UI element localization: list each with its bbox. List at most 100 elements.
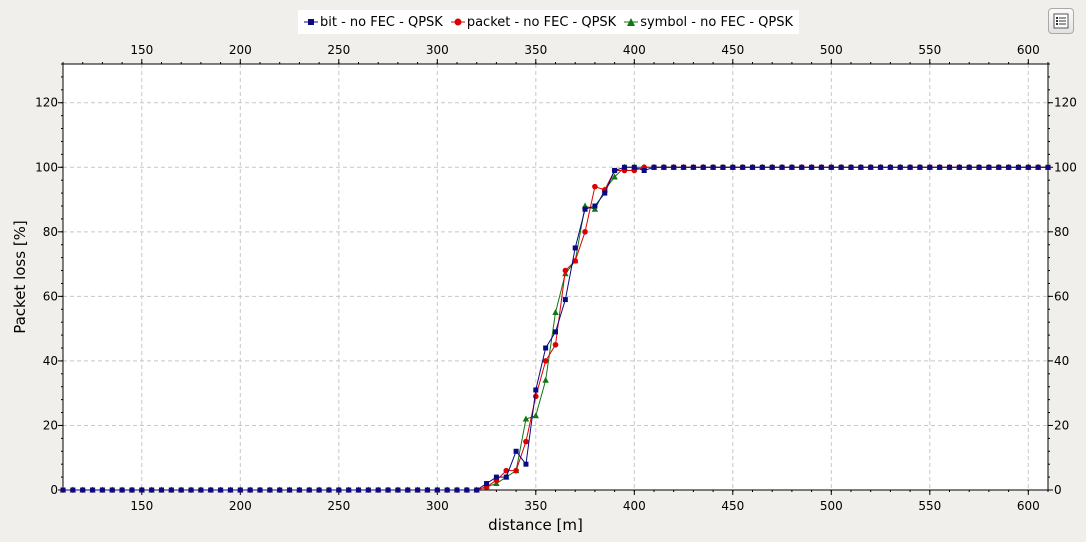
legend-item-packet[interactable]: packet - no FEC - QPSK	[450, 15, 616, 30]
data-point	[159, 487, 164, 493]
data-point	[375, 487, 381, 493]
data-point	[503, 474, 509, 480]
data-point	[769, 164, 775, 170]
data-point	[513, 467, 519, 474]
data-point	[218, 487, 224, 493]
data-point	[966, 164, 972, 170]
legend-item-symbol[interactable]: symbol - no FEC - QPSK	[624, 15, 793, 30]
data-point	[405, 487, 411, 493]
data-point	[444, 487, 450, 493]
data-point	[188, 487, 194, 493]
y-tick-label: 60	[43, 289, 58, 303]
data-point	[356, 487, 361, 493]
data-point	[750, 164, 755, 170]
data-point	[296, 487, 302, 493]
data-point	[562, 267, 569, 274]
data-point	[789, 164, 795, 170]
y-tick-label: 100	[35, 160, 58, 174]
data-point	[878, 164, 884, 170]
data-point	[621, 164, 627, 170]
legend: bit - no FEC - QPSK packet - no FEC - QP…	[298, 10, 800, 34]
data-point	[671, 164, 677, 170]
data-point	[237, 487, 243, 493]
data-point	[149, 487, 155, 493]
triangle-marker-icon	[624, 18, 639, 26]
data-point	[809, 164, 815, 170]
data-point	[365, 487, 371, 493]
data-point	[848, 164, 854, 170]
legend-item-bit[interactable]: bit - no FEC - QPSK	[304, 15, 443, 30]
data-point	[651, 164, 657, 170]
data-point	[917, 164, 923, 170]
data-point	[1006, 164, 1012, 170]
data-point	[90, 487, 96, 493]
data-point	[198, 487, 204, 493]
data-point	[611, 173, 618, 180]
x-tick-label: 350	[524, 499, 547, 513]
x2-tick-label: 350	[524, 43, 547, 57]
y2-tick-label: 80	[1054, 225, 1069, 239]
data-point	[720, 164, 726, 170]
data-point	[247, 487, 253, 493]
data-point	[562, 297, 568, 303]
y2-tick-label: 0	[1054, 483, 1062, 497]
data-point	[484, 481, 490, 487]
data-point	[385, 487, 391, 493]
data-point	[661, 164, 667, 170]
x2-tick-label: 400	[623, 43, 646, 57]
chart-menu-button[interactable]	[1048, 8, 1074, 34]
data-point	[208, 487, 214, 493]
data-point	[316, 487, 322, 493]
data-point	[99, 487, 105, 493]
data-point	[513, 448, 519, 454]
data-point	[80, 487, 86, 493]
data-point	[168, 487, 174, 493]
data-point	[710, 164, 716, 170]
y2-tick-label: 40	[1054, 354, 1069, 368]
data-point	[532, 412, 539, 419]
data-point	[533, 393, 539, 400]
data-point	[681, 164, 687, 170]
data-point	[415, 487, 421, 493]
data-point	[592, 203, 598, 209]
data-point	[346, 487, 352, 493]
data-point	[641, 168, 647, 173]
data-point	[1045, 164, 1051, 170]
x2-tick-label: 600	[1017, 43, 1040, 57]
data-point	[306, 487, 312, 493]
x-tick-label: 500	[820, 499, 843, 513]
data-point	[631, 164, 637, 170]
data-point	[454, 487, 460, 493]
data-point	[542, 376, 549, 383]
x-axis-label: distance [m]	[488, 516, 583, 534]
data-point	[522, 415, 530, 422]
data-point	[178, 487, 184, 493]
x2-tick-label: 500	[820, 43, 843, 57]
data-point	[612, 168, 618, 173]
data-point	[976, 164, 982, 170]
data-point	[690, 164, 696, 170]
data-point	[947, 164, 952, 170]
data-point	[602, 190, 608, 196]
x-tick-label: 400	[623, 499, 646, 513]
data-point	[828, 164, 834, 170]
data-point	[139, 487, 145, 493]
x2-tick-label: 150	[130, 43, 153, 57]
data-point	[1035, 164, 1041, 170]
data-point	[759, 164, 765, 170]
data-point	[887, 164, 893, 170]
y2-tick-label: 100	[1054, 160, 1077, 174]
data-point	[60, 487, 66, 493]
circle-marker-icon	[450, 18, 465, 26]
data-point	[897, 164, 903, 170]
data-point	[267, 487, 273, 493]
series-bit	[60, 164, 1051, 493]
data-point	[740, 164, 746, 170]
x-tick-label: 250	[327, 499, 350, 513]
data-point	[109, 487, 115, 493]
plot-area	[63, 64, 1048, 490]
x-tick-label: 600	[1017, 499, 1040, 513]
data-point	[326, 487, 332, 493]
data-point	[592, 183, 598, 190]
data-point	[533, 387, 539, 393]
